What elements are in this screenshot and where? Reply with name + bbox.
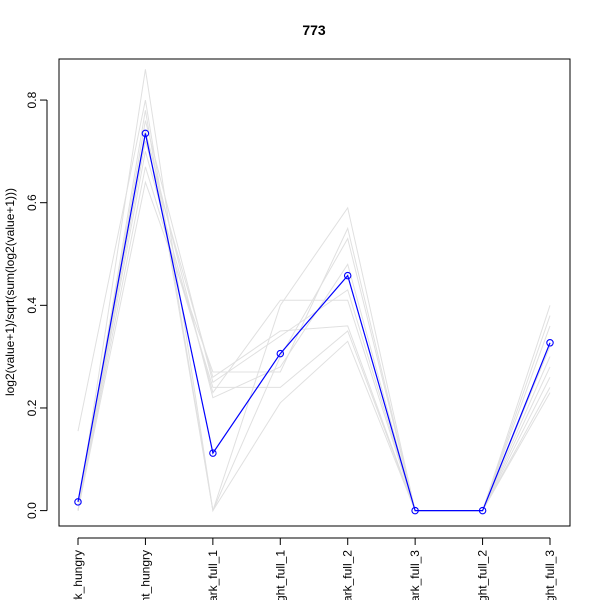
- x-tick-label-dark_full_2: dark_full_2: [341, 550, 355, 600]
- highlight-point-light_hungry: [141, 129, 150, 138]
- highlight-point-light_full_2: [478, 506, 487, 515]
- background-series-line-1: [77, 100, 551, 512]
- background-series-line-9: [77, 130, 551, 512]
- x-tick-label-light_full_1: light_full_1: [273, 550, 287, 600]
- y-axis: 0.0 0.2 0.4 0.6 0.8: [25, 91, 48, 519]
- y-tick-label: 0.2: [25, 399, 39, 416]
- background-series-group: [77, 69, 551, 513]
- highlight-series-line: [77, 133, 551, 512]
- x-axis: ark_hungry ght_hungry dark_full_1 light_ful…: [71, 537, 557, 600]
- plot-area-border: [58, 58, 571, 527]
- chart-title: 773: [302, 22, 326, 38]
- background-series-line-3: [77, 180, 551, 512]
- background-series-line-8: [77, 110, 551, 513]
- highlight-point-light_full_3: [546, 339, 554, 347]
- background-series-line-5: [77, 151, 551, 512]
- x-tick-label-light_full_3: light_full_3: [543, 550, 557, 600]
- highlight-point-light_full_1: [276, 349, 285, 358]
- highlight-point-dark_full_2: [343, 271, 352, 280]
- x-tick-label-light_hungry: ght_hungry: [138, 550, 152, 600]
- background-series-line-4: [77, 166, 551, 512]
- x-tick-label-light_full_2: light_full_2: [476, 550, 490, 600]
- y-axis-label: log2(value+1)/sqrt(sum(log2(value+1))): [3, 188, 17, 396]
- highlight-point-dark_full_1: [209, 449, 217, 457]
- x-tick-label-dark_full_1: dark_full_1: [206, 550, 220, 600]
- x-tick-label-dark_full_3: dark_full_3: [408, 550, 422, 600]
- y-tick-label: 0.6: [25, 194, 39, 211]
- y-tick-label: 0.4: [25, 297, 39, 314]
- y-tick-label: 0.8: [25, 91, 39, 108]
- x-tick-label-dark_hungry: ark_hungry: [71, 550, 85, 600]
- highlight-series-group: [74, 129, 554, 515]
- background-series-line-6: [77, 140, 551, 512]
- y-tick-label: 0.0: [25, 502, 39, 519]
- highlight-point-dark_hungry: [74, 498, 82, 506]
- highlight-point-dark_full_3: [411, 506, 419, 515]
